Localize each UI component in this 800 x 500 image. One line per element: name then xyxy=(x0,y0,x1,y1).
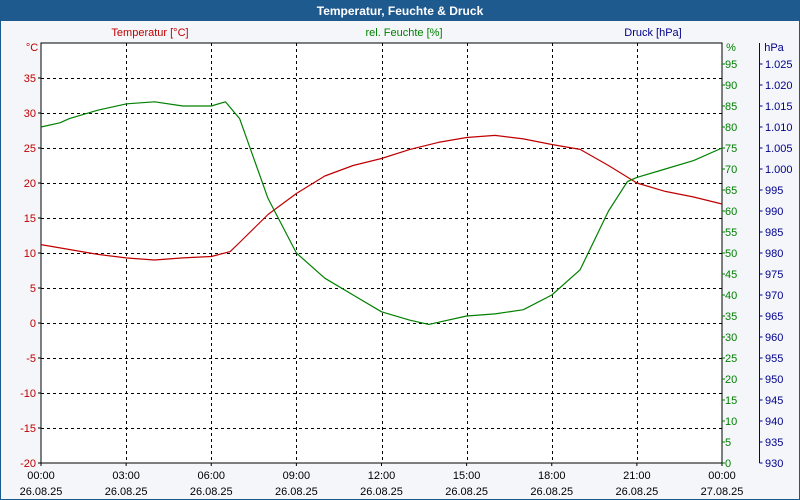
humidity-tick-label: 85 xyxy=(725,101,737,113)
time-tick-label: 00:00 xyxy=(27,470,55,482)
date-tick-label: 26.08.25 xyxy=(105,486,148,498)
temperature-tick-label: 25 xyxy=(24,143,36,155)
pressure-tick-label: 995 xyxy=(765,185,783,197)
humidity-tick-label: 20 xyxy=(725,374,737,386)
temperature-tick-label: 0 xyxy=(30,318,36,330)
temperature-tick-label: 15 xyxy=(24,213,36,225)
humidity-tick-label: 95 xyxy=(725,59,737,71)
pressure-tick-label: 975 xyxy=(765,269,783,281)
pressure-tick-label: 930 xyxy=(765,458,783,470)
humidity-tick-label: 75 xyxy=(725,143,737,155)
pressure-tick-label: 955 xyxy=(765,353,783,365)
temperature-axis: 35 30 25 20 15 10 5 0 -5 -10 -15 -20 xyxy=(20,73,41,470)
temperature-tick-label: -5 xyxy=(26,353,36,365)
humidity-tick-label: 30 xyxy=(725,332,737,344)
humidity-tick-label: 70 xyxy=(725,164,737,176)
date-tick-label: 26.08.25 xyxy=(20,486,63,498)
time-tick-label: 03:00 xyxy=(112,470,140,482)
pressure-tick-label: 1.010 xyxy=(765,122,793,134)
date-tick-label: 26.08.25 xyxy=(360,486,403,498)
humidity-tick-label: 50 xyxy=(725,248,737,260)
date-tick-label: 26.08.25 xyxy=(275,486,318,498)
humidity-tick-label: 35 xyxy=(725,311,737,323)
date-tick-label: 26.08.25 xyxy=(615,486,658,498)
humidity-tick-label: 5 xyxy=(725,437,731,449)
plot-area xyxy=(40,42,723,464)
time-tick-label: 21:00 xyxy=(623,470,651,482)
humidity-unit-label: % xyxy=(726,42,736,54)
title-bar: Temperatur, Feuchte & Druck xyxy=(1,1,799,21)
pressure-tick-label: 1.020 xyxy=(765,80,793,92)
pressure-tick-label: 1.015 xyxy=(765,101,793,113)
date-tick-label: 26.08.25 xyxy=(445,486,488,498)
temperature-tick-label: 20 xyxy=(24,178,36,190)
pressure-tick-label: 990 xyxy=(765,206,783,218)
pressure-tick-label: 1.025 xyxy=(765,59,793,71)
time-tick-label: 12:00 xyxy=(368,470,396,482)
date-tick-label: 26.08.25 xyxy=(530,486,573,498)
pressure-tick-label: 935 xyxy=(765,437,783,449)
humidity-tick-label: 80 xyxy=(725,122,737,134)
series-lines xyxy=(40,101,723,325)
humidity-tick-label: 55 xyxy=(725,227,737,239)
humidity-tick-label: 65 xyxy=(725,185,737,197)
pressure-tick-label: 945 xyxy=(765,395,783,407)
temperature-tick-label: -15 xyxy=(20,423,36,435)
pressure-tick-label: 950 xyxy=(765,374,783,386)
time-tick-label: 00:00 xyxy=(708,470,736,482)
humidity-tick-label: 10 xyxy=(725,416,737,428)
temperature-tick-label: 5 xyxy=(30,283,36,295)
humidity-axis-title: rel. Feuchte [%] xyxy=(365,27,442,39)
pressure-tick-label: 1.005 xyxy=(765,143,793,155)
temperature-tick-label: 30 xyxy=(24,108,36,120)
humidity-tick-label: 40 xyxy=(725,290,737,302)
pressure-axis-title: Druck [hPa] xyxy=(624,27,681,39)
humidity-tick-label: 0 xyxy=(725,458,731,470)
time-tick-label: 09:00 xyxy=(283,470,311,482)
pressure-tick-label: 960 xyxy=(765,332,783,344)
time-tick-label: 18:00 xyxy=(538,470,566,482)
date-tick-label: 27.08.25 xyxy=(701,486,744,498)
pressure-tick-label: 940 xyxy=(765,416,783,428)
temperature-series-line xyxy=(40,134,723,261)
pressure-tick-label: 980 xyxy=(765,248,783,260)
temperature-tick-label: -10 xyxy=(20,388,36,400)
temperature-tick-label: -20 xyxy=(20,458,36,470)
time-axis: 00:00 26.08.25 03:00 26.08.25 06:00 26.08.25 0… xyxy=(20,463,744,498)
pressure-axis: 1.025 1.020 1.015 1.010 1.005 1.000 995 990 985 9… xyxy=(759,43,793,470)
humidity-tick-label: 90 xyxy=(725,80,737,92)
temperature-axis-title: Temperatur [°C] xyxy=(111,27,188,39)
pressure-tick-label: 970 xyxy=(765,290,783,302)
pressure-tick-label: 1.000 xyxy=(765,164,793,176)
pressure-tick-label: 965 xyxy=(765,311,783,323)
humidity-series-line xyxy=(40,101,723,325)
temperature-tick-label: 35 xyxy=(24,73,36,85)
time-tick-label: 15:00 xyxy=(453,470,481,482)
temperature-unit-label: °C xyxy=(26,42,38,54)
date-tick-label: 26.08.25 xyxy=(190,486,233,498)
humidity-tick-label: 25 xyxy=(725,353,737,365)
temperature-tick-label: 10 xyxy=(24,248,36,260)
pressure-tick-label: 985 xyxy=(765,227,783,239)
pressure-unit-label: hPa xyxy=(764,42,784,54)
humidity-tick-label: 60 xyxy=(725,206,737,218)
time-tick-label: 06:00 xyxy=(197,470,225,482)
humidity-tick-label: 15 xyxy=(725,395,737,407)
humidity-tick-label: 45 xyxy=(725,269,737,281)
